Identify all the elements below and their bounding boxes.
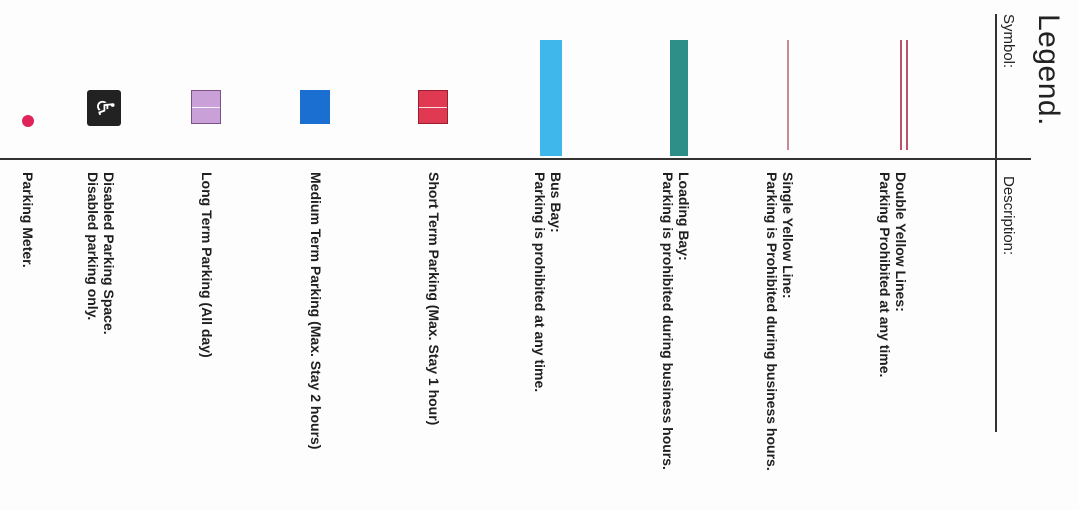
legend-item-title: Single Yellow Line: (780, 172, 796, 299)
loading-bay-bar-icon (670, 40, 688, 156)
legend-description: Disabled Parking Space. Disabled parking… (85, 172, 117, 502)
column-divider (0, 158, 1031, 160)
legend-title: Legend. (1032, 14, 1065, 126)
legend-item-detail: Disabled parking only. (85, 172, 101, 321)
header-divider (995, 14, 997, 432)
legend-item-detail: Parking is prohibited at any time. (532, 172, 548, 393)
legend-item-title: Double Yellow Lines: (893, 172, 909, 312)
legend-item-title: Short Term Parking (Max. Stay 1 hour) (426, 172, 442, 426)
legend-item-title: Medium Term Parking (Max. Stay 2 hours) (308, 172, 324, 450)
medium-term-box-icon (300, 90, 330, 124)
legend-description: Loading Bay: Parking is prohibited durin… (660, 172, 692, 502)
wheelchair-icon: ♿ (87, 90, 121, 126)
legend-description: Double Yellow Lines: Parking Prohibited … (877, 172, 909, 502)
legend-item-detail: Parking is Prohibited during business ho… (764, 172, 780, 471)
legend-item-title: Bus Bay: (548, 172, 564, 233)
legend-description: Medium Term Parking (Max. Stay 2 hours) (308, 172, 324, 502)
legend-item-title: Disabled Parking Space. (101, 172, 117, 335)
legend-description: Single Yellow Line: Parking is Prohibite… (764, 172, 796, 502)
legend-item-title: Loading Bay: (676, 172, 692, 261)
legend-item-title: Parking Meter. (20, 172, 36, 268)
single-line-icon (787, 40, 789, 150)
legend-item-detail: Parking is prohibited during business ho… (660, 172, 676, 470)
description-column-header: Description: (1000, 176, 1017, 256)
double-line-icon (900, 40, 908, 150)
bus-bay-bar-icon (540, 40, 562, 156)
legend-item-title: Long Term Parking (All day) (199, 172, 215, 358)
legend-description: Parking Meter. (20, 172, 36, 502)
parking-meter-dot-icon (22, 115, 34, 127)
legend-description: Long Term Parking (All day) (199, 172, 215, 502)
legend-description: Short Term Parking (Max. Stay 1 hour) (426, 172, 442, 502)
short-term-box-icon (418, 90, 448, 124)
legend-item-detail: Parking Prohibited at any time. (877, 172, 893, 378)
legend-description: Bus Bay: Parking is prohibited at any ti… (532, 172, 564, 502)
symbol-column-header: Symbol: (1000, 14, 1017, 69)
long-term-box-icon (191, 90, 221, 124)
